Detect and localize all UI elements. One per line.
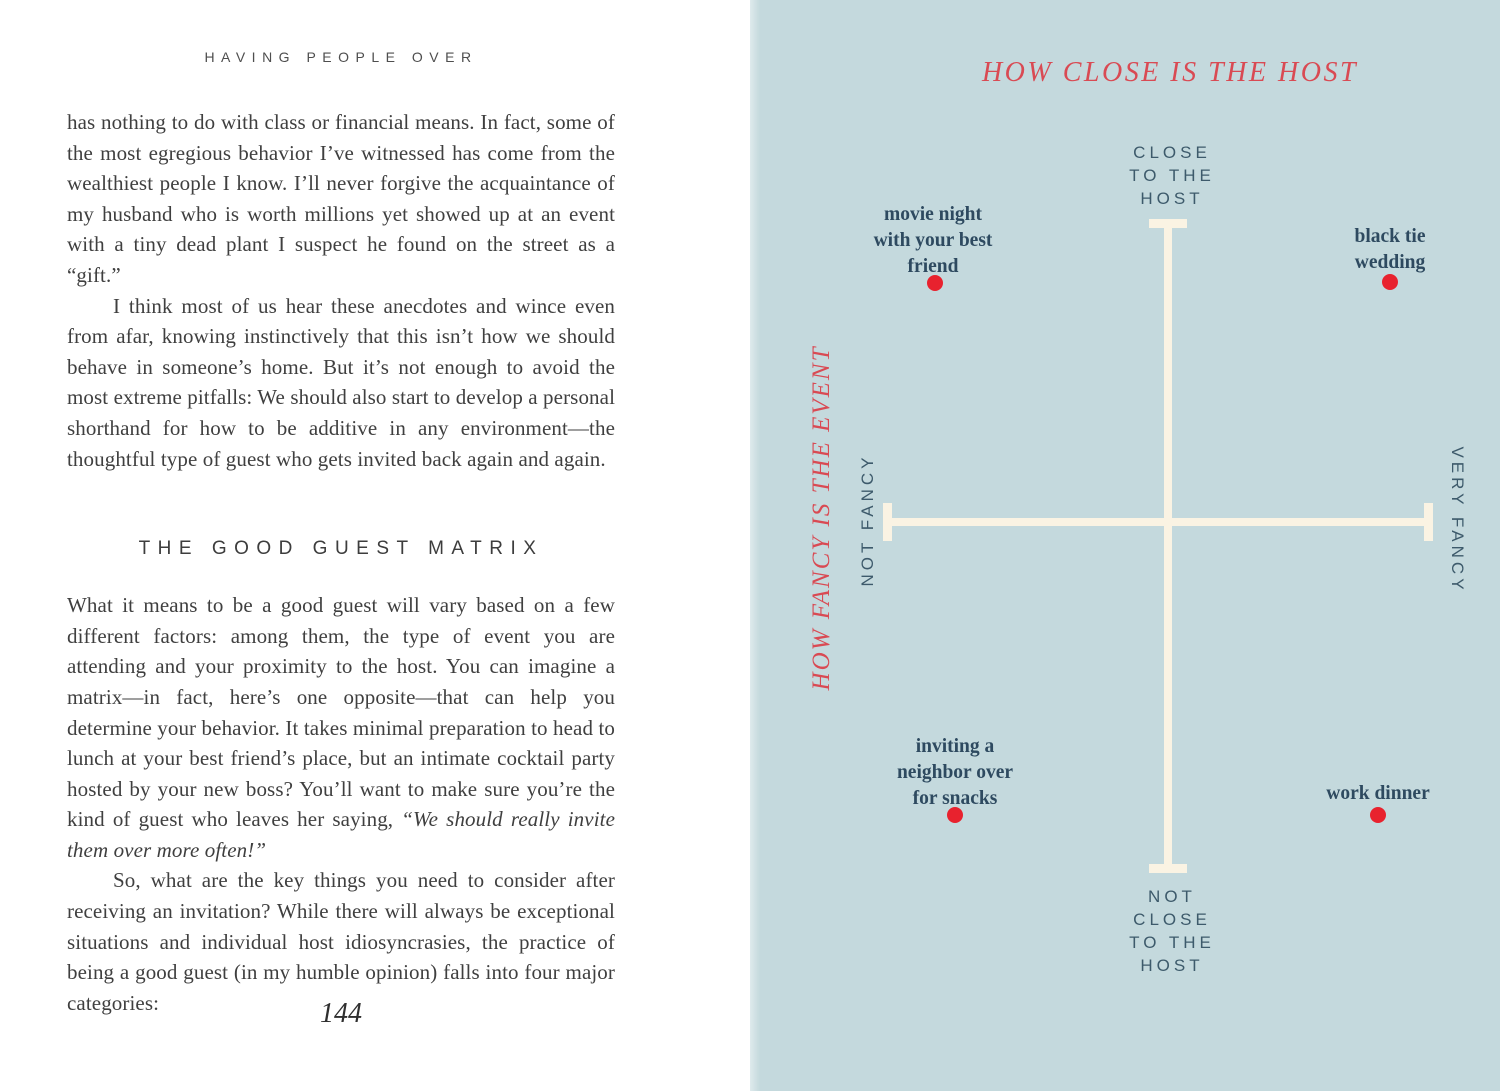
vertical-axis-line	[1164, 222, 1172, 870]
page-number: 144	[320, 998, 362, 1029]
axis-title-how-fancy: HOW FANCY IS THE EVENT	[808, 345, 835, 691]
body-paragraph: What it means to be a good guest will va…	[67, 593, 615, 862]
data-dot-black-tie-wedding	[1382, 274, 1398, 290]
body-paragraph: So, what are the key things you need to …	[67, 868, 615, 1015]
label-line: movie night	[883, 204, 983, 225]
data-dot-movie-night	[927, 275, 943, 291]
axis-label-not-close-to-host: NOT CLOSE TO THE HOST	[1129, 885, 1215, 977]
axis-label-very-fancy: VERY FANCY	[1448, 446, 1467, 594]
axis-cap-top	[1149, 219, 1187, 228]
axis-cap-left	[883, 503, 892, 541]
section-heading: THE GOOD GUEST MATRIX	[138, 538, 544, 560]
label-line: HOST	[1140, 189, 1204, 208]
diagram-title: HOW CLOSE IS THE HOST	[981, 57, 1359, 88]
label-line: TO THE	[1129, 166, 1215, 185]
label-line: neighbor over	[896, 762, 1014, 783]
label-line: black tie	[1354, 226, 1426, 247]
left-page: HAVING PEOPLE OVER has nothing to do wit…	[67, 0, 615, 1029]
point-label-work-dinner: work dinner	[1326, 781, 1429, 807]
label-line: with your best	[873, 230, 993, 251]
data-dot-work-dinner	[1370, 807, 1386, 823]
label-line: work dinner	[1326, 783, 1430, 804]
label-line: for snacks	[912, 788, 998, 809]
axis-cap-right	[1424, 503, 1433, 541]
point-label-neighbor-snacks: inviting a neighbor over for snacks	[897, 734, 1013, 812]
label-line: CLOSE	[1133, 910, 1211, 929]
label-line: TO THE	[1129, 933, 1215, 952]
label-line: NOT	[1148, 887, 1196, 906]
diagram-page: HOW CLOSE IS THE HOST CLOSE TO THE HOST NO…	[750, 0, 1500, 1091]
body-paragraph: has nothing to do with class or financia…	[67, 110, 615, 287]
running-header: HAVING PEOPLE OVER	[204, 49, 478, 65]
label-line: HOST	[1140, 956, 1204, 975]
axis-cap-bottom	[1149, 864, 1187, 873]
axis-label-close-to-host: CLOSE TO THE HOST	[1129, 141, 1215, 210]
body-paragraph: I think most of us hear these anecdotes …	[67, 293, 615, 471]
data-dot-neighbor-snacks	[947, 807, 963, 823]
point-label-movie-night: movie night with your best friend	[874, 202, 993, 280]
point-label-black-tie-wedding: black tie wedding	[1355, 224, 1426, 276]
label-line: inviting a	[915, 736, 995, 757]
text-block: HAVING PEOPLE OVER has nothing to do wit…	[67, 0, 615, 1018]
body-paragraphs-top: has nothing to do with class or financia…	[67, 107, 615, 474]
axis-label-not-fancy: NOT FANCY	[858, 453, 877, 587]
page-gutter	[750, 0, 760, 1091]
horizontal-axis-line	[888, 518, 1428, 526]
label-line: friend	[907, 256, 959, 277]
label-line: CLOSE	[1133, 143, 1211, 162]
label-line: wedding	[1354, 252, 1426, 273]
body-paragraphs-bottom: What it means to be a good guest will va…	[67, 590, 615, 1018]
